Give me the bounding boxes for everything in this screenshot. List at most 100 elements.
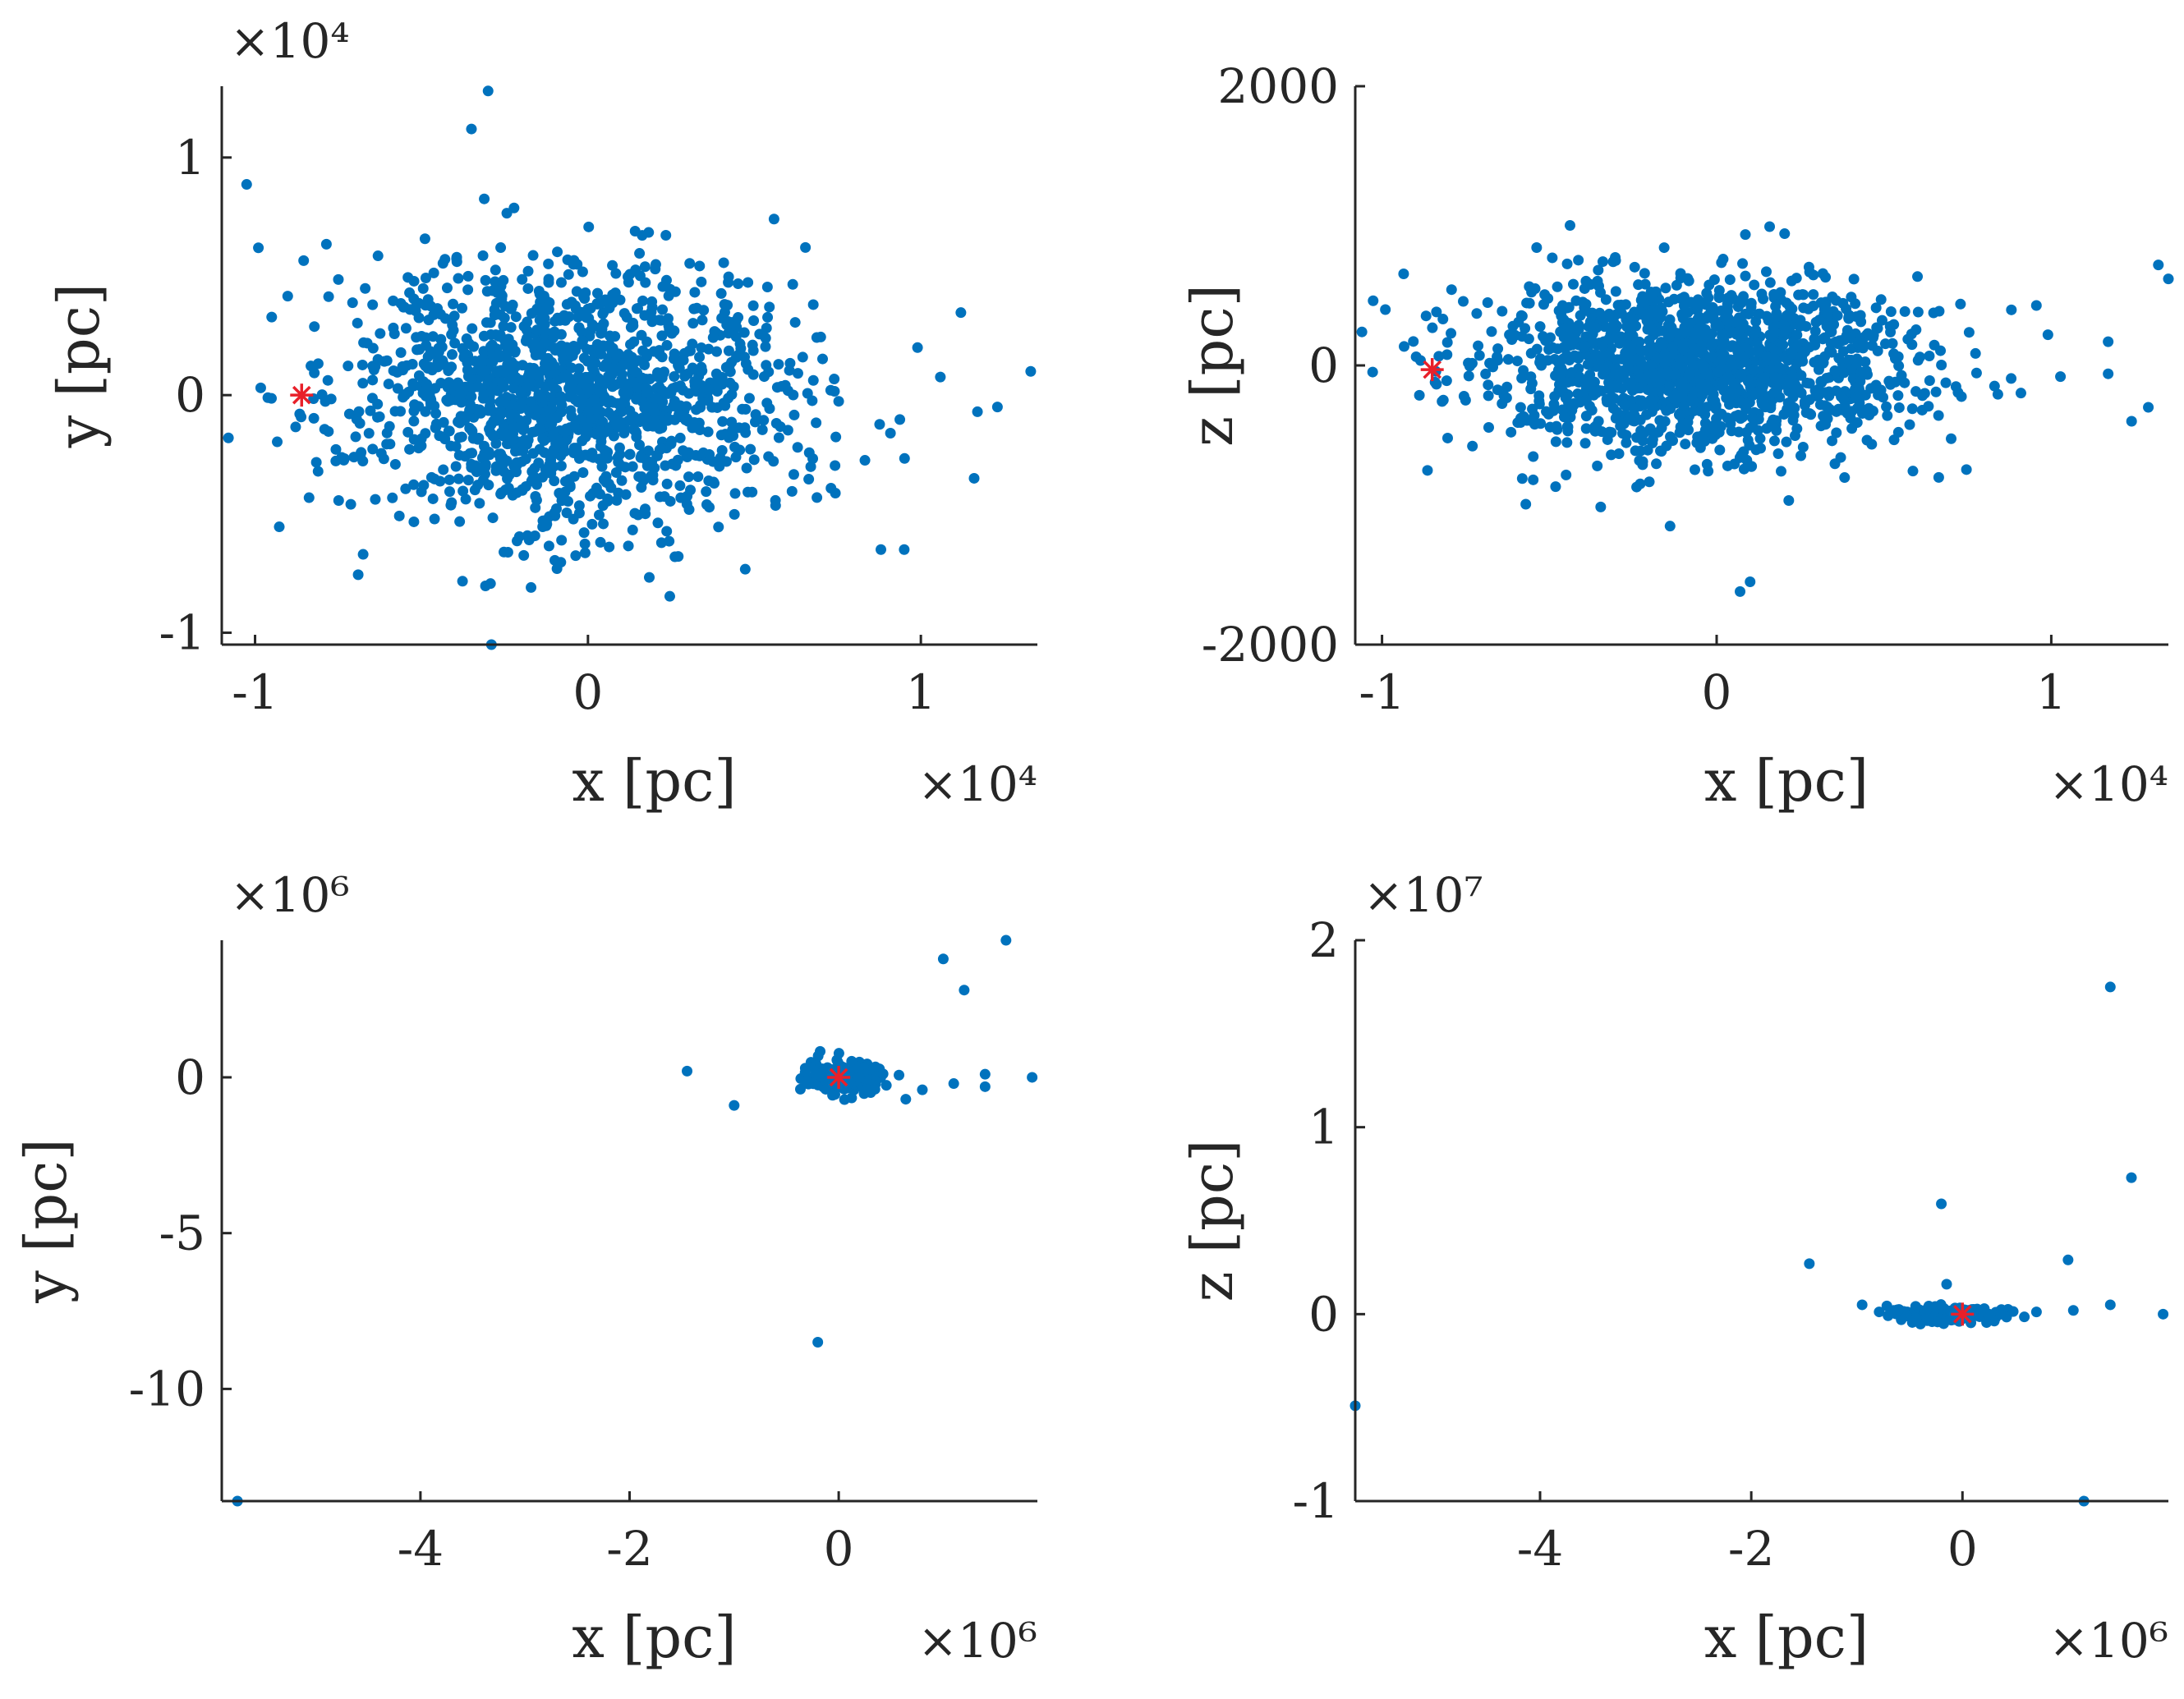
data-point xyxy=(1809,385,1821,397)
data-point xyxy=(639,359,651,370)
data-point xyxy=(583,313,595,324)
data-point xyxy=(1885,379,1897,390)
data-point xyxy=(651,449,663,461)
data-point xyxy=(1585,278,1597,290)
data-point xyxy=(1804,342,1815,353)
data-point xyxy=(628,319,639,331)
data-point xyxy=(1780,378,1791,389)
data-point xyxy=(664,590,675,602)
data-point xyxy=(1569,333,1580,345)
data-point xyxy=(704,502,715,513)
data-point xyxy=(739,422,751,434)
data-point xyxy=(464,404,476,416)
data-point xyxy=(720,361,732,373)
data-point xyxy=(573,452,585,464)
data-point xyxy=(1873,389,1884,401)
data-point xyxy=(408,416,420,427)
data-point xyxy=(935,371,946,383)
y-tick-label: 2000 xyxy=(1217,58,1339,114)
data-point xyxy=(678,355,689,366)
data-point xyxy=(631,393,642,405)
data-point xyxy=(703,343,715,355)
outlier-point xyxy=(2103,336,2114,347)
data-point xyxy=(1646,324,1658,336)
data-point xyxy=(413,312,425,324)
data-point xyxy=(1579,438,1591,449)
data-point xyxy=(527,250,539,261)
data-point xyxy=(709,478,720,489)
subplot-bottom-left: -4 -2 0 -10 -5 0 x [pc] y [pc] ×10⁶ ×10⁶ xyxy=(12,867,1038,1671)
data-point xyxy=(1789,430,1800,442)
data-point xyxy=(678,384,689,396)
y-tick-label: 0 xyxy=(1308,1286,1339,1342)
data-point xyxy=(1910,1312,1922,1324)
data-point xyxy=(485,578,496,590)
data-point xyxy=(1659,348,1671,360)
data-point xyxy=(1740,356,1752,368)
data-point xyxy=(504,408,516,420)
data-point xyxy=(1543,292,1554,304)
data-point xyxy=(1584,400,1595,411)
data-point xyxy=(1699,425,1711,436)
data-point xyxy=(413,443,425,454)
data-point xyxy=(388,322,399,333)
data-point xyxy=(1651,458,1662,470)
data-point xyxy=(262,392,274,403)
data-point xyxy=(1929,339,1940,351)
data-point xyxy=(363,428,375,439)
data-point xyxy=(623,379,634,390)
data-point xyxy=(1589,425,1601,437)
data-point xyxy=(773,432,784,443)
data-point xyxy=(1763,315,1774,326)
data-point xyxy=(367,443,379,455)
data-point xyxy=(472,381,484,393)
data-point xyxy=(1760,266,1772,278)
data-point xyxy=(1764,277,1776,288)
data-point xyxy=(1645,394,1657,406)
data-point xyxy=(830,431,842,443)
data-point xyxy=(1588,337,1599,348)
data-point xyxy=(1851,402,1863,414)
data-point xyxy=(272,436,283,448)
data-point xyxy=(549,326,560,338)
data-point xyxy=(1792,383,1804,394)
data-point xyxy=(541,518,553,530)
data-point xyxy=(1822,307,1833,319)
data-point xyxy=(748,454,760,466)
data-point xyxy=(634,248,646,259)
data-point xyxy=(494,464,505,475)
data-point xyxy=(505,322,517,333)
data-point xyxy=(448,324,459,336)
data-point xyxy=(489,310,500,321)
data-point xyxy=(603,478,614,489)
data-point xyxy=(556,535,568,546)
data-point xyxy=(635,452,646,463)
data-point xyxy=(1717,354,1728,365)
data-point xyxy=(655,315,667,326)
data-point xyxy=(859,455,871,466)
data-point xyxy=(1777,339,1789,351)
data-point xyxy=(441,282,453,294)
data-point xyxy=(1817,333,1828,345)
data-point xyxy=(1804,394,1815,406)
data-point xyxy=(2006,304,2017,315)
data-point xyxy=(494,406,506,417)
data-point xyxy=(642,445,654,457)
data-point xyxy=(1593,264,1604,276)
data-point xyxy=(375,328,386,339)
data-point xyxy=(660,387,672,398)
data-point xyxy=(797,351,808,363)
data-point xyxy=(641,387,652,398)
data-point xyxy=(675,492,687,503)
data-point xyxy=(356,359,368,370)
data-point xyxy=(576,326,587,338)
data-point xyxy=(1756,396,1768,407)
data-point xyxy=(1899,305,1910,317)
data-point xyxy=(715,287,727,299)
highlight-asterisk xyxy=(290,383,314,407)
data-point xyxy=(846,1055,858,1067)
data-point xyxy=(807,299,819,310)
data-point xyxy=(1885,305,1897,317)
data-point xyxy=(764,301,775,313)
data-point xyxy=(563,383,575,394)
